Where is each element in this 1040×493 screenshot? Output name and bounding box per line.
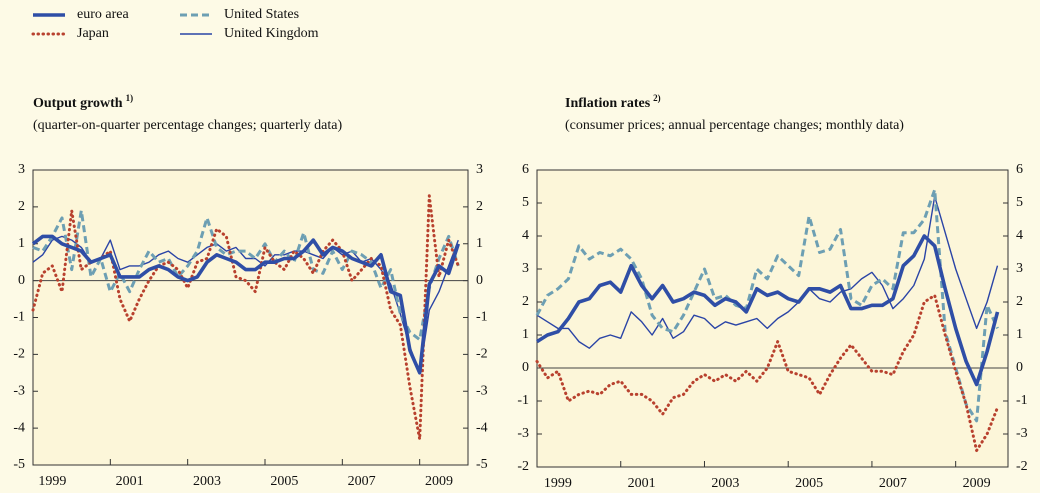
y-tick-label: 3 <box>522 261 529 276</box>
series-line <box>536 234 1000 387</box>
y-tick-label: -4 <box>13 420 25 435</box>
y2-tick-label: 6 <box>1016 162 1023 177</box>
y-tick-label: -2 <box>13 347 25 362</box>
chart-panel: Inflation rates 2) (consumer prices; annua… <box>517 93 1027 491</box>
y2-tick-label: 3 <box>476 162 483 177</box>
y-tick-label: 0 <box>522 360 529 375</box>
x-tick-label: 2007 <box>348 474 376 489</box>
x-tick-label: 1999 <box>38 474 66 489</box>
y-tick-label: 5 <box>522 195 529 210</box>
x-tick-label: 2003 <box>193 474 221 489</box>
x-tick-label: 2007 <box>879 476 907 491</box>
y2-tick-label: 0 <box>1016 360 1023 375</box>
y2-tick-label: -3 <box>476 383 488 398</box>
y2-tick-label: 0 <box>476 273 483 288</box>
y-tick-label: 2 <box>522 294 529 309</box>
x-tick-label: 2005 <box>270 474 298 489</box>
series-line <box>31 234 461 375</box>
y2-tick-label: -5 <box>476 457 488 472</box>
series-line <box>535 188 999 423</box>
y-tick-label: -1 <box>13 310 25 325</box>
y-tick-label: -3 <box>517 426 529 441</box>
y2-tick-label: -4 <box>476 420 488 435</box>
y2-tick-label: -2 <box>476 347 488 362</box>
x-tick-label: 2009 <box>963 476 991 491</box>
legend-label: United Kingdom <box>224 26 319 41</box>
y-tick-label: -1 <box>517 393 529 408</box>
chart-title: Output growth <box>33 96 123 111</box>
y-tick-label: 1 <box>18 236 25 251</box>
x-tick-label: 2003 <box>711 476 739 491</box>
y-tick-label: 3 <box>18 162 25 177</box>
y2-tick-label: 4 <box>1016 228 1023 243</box>
title-note: 2) <box>653 93 661 103</box>
title-note: 1) <box>126 93 134 103</box>
y-tick-label: 6 <box>522 162 529 177</box>
y2-tick-label: 1 <box>1016 327 1023 342</box>
y-tick-label: 2 <box>18 199 25 214</box>
x-tick-label: 2009 <box>425 474 453 489</box>
legend-label: United States <box>224 7 299 22</box>
y-tick-label: -3 <box>13 383 25 398</box>
legend: euro area Japan United States United Kingdo… <box>31 7 319 41</box>
y-tick-label: -5 <box>13 457 25 472</box>
y-tick-label: 0 <box>18 273 25 288</box>
y2-tick-label: -2 <box>1016 459 1028 474</box>
y2-tick-label: -1 <box>1016 393 1028 408</box>
x-tick-label: 2001 <box>628 476 656 491</box>
y2-tick-label: 2 <box>476 199 483 214</box>
x-tick-label: 2001 <box>116 474 144 489</box>
y2-tick-label: -1 <box>476 310 488 325</box>
x-tick-label: 2005 <box>795 476 823 491</box>
legend-label: euro area <box>77 7 129 22</box>
chart-subtitle: (consumer prices; annual percentage chan… <box>565 118 904 133</box>
series-line <box>535 293 999 452</box>
y2-tick-label: 1 <box>476 236 483 251</box>
plot-area <box>536 169 1009 468</box>
y2-tick-label: 2 <box>1016 294 1023 309</box>
y2-tick-label: 3 <box>1016 261 1023 276</box>
y-tick-label: 1 <box>522 327 529 342</box>
y2-tick-label: -3 <box>1016 426 1028 441</box>
chart-panel: Output growth 1) (quarter-on-quarter perce… <box>13 93 487 489</box>
chart-subtitle: (quarter-on-quarter percentage changes; … <box>33 118 342 133</box>
chart-title: Inflation rates <box>565 96 651 111</box>
x-tick-label: 1999 <box>544 476 572 491</box>
series-line <box>536 195 999 349</box>
y-tick-label: 4 <box>522 228 529 243</box>
legend-label: Japan <box>77 26 109 41</box>
y-tick-label: -2 <box>517 459 529 474</box>
y2-tick-label: 5 <box>1016 195 1023 210</box>
